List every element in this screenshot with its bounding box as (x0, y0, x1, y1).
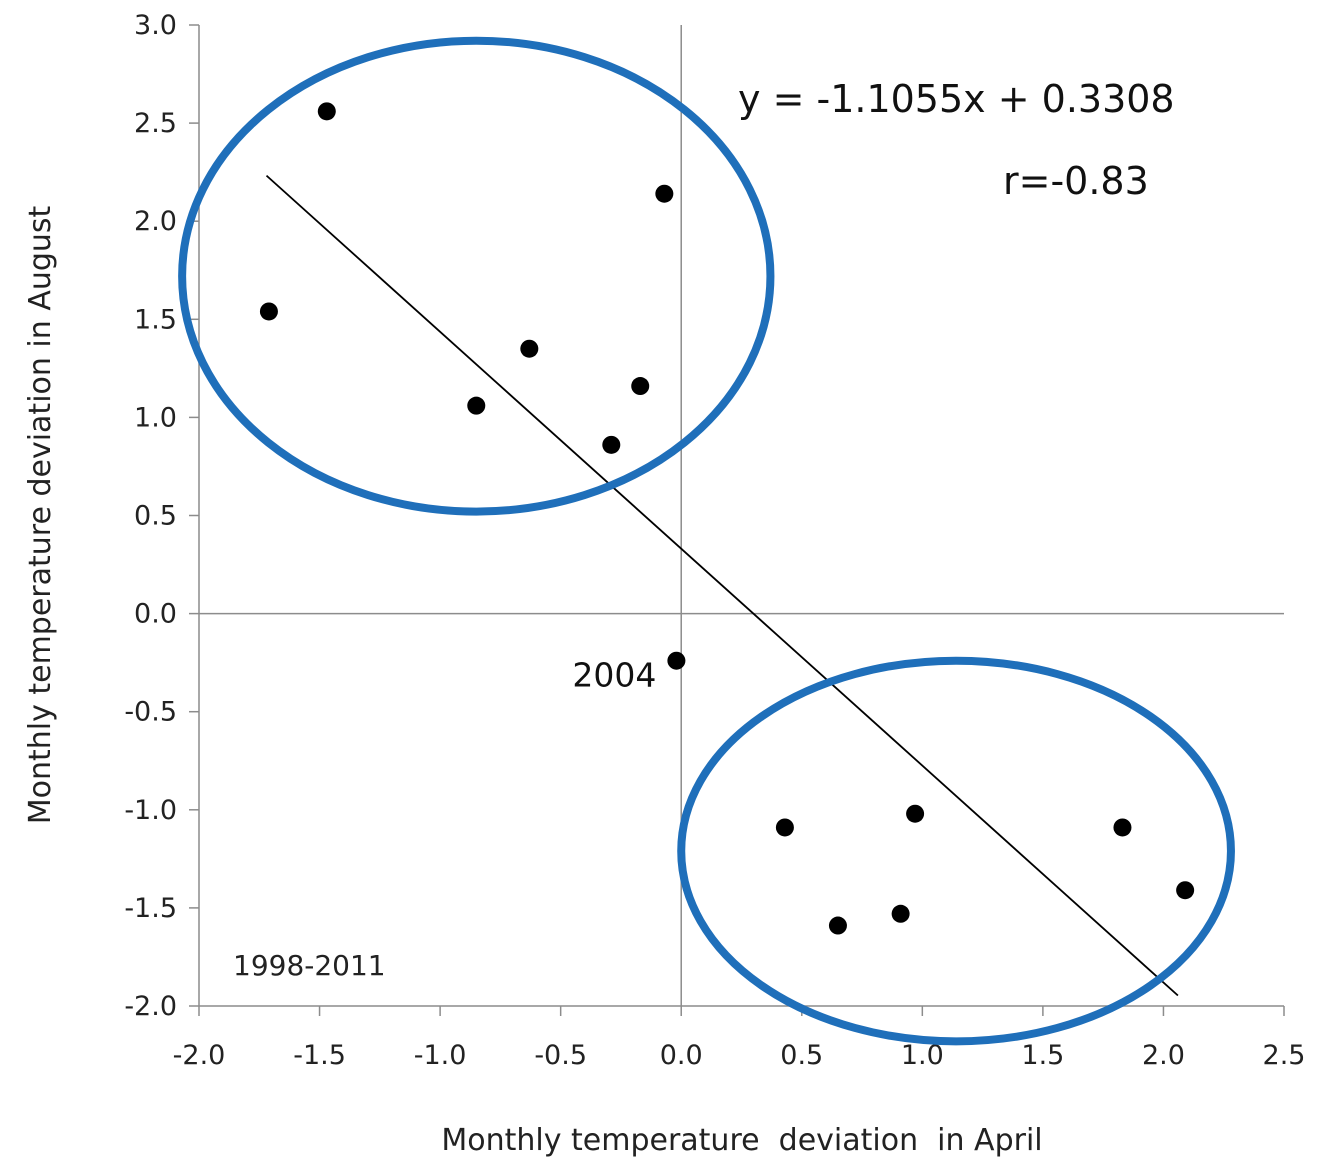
tick-labels: 3.0 2.5 2.0 1.5 1.0 0.5 0.0 -0.5 -1.0 -1.5 -2.0 -2.… (124, 10, 1305, 1071)
data-point (317, 102, 336, 121)
x-tick-label: 2.0 (1142, 1040, 1185, 1071)
y-tick-label: 1.0 (134, 402, 177, 433)
data-point (667, 651, 686, 670)
data-point (520, 339, 539, 358)
x-tick-label: -1.0 (414, 1040, 467, 1071)
data-point (631, 377, 650, 396)
data-point (1113, 818, 1132, 837)
data-point (906, 804, 925, 823)
upper-left-cluster-ellipse (178, 36, 775, 516)
data-point (467, 396, 486, 415)
annotations: y = -1.1055x + 0.3308 r=-0.83 1998-2011 … (23, 77, 1175, 1158)
x-tick-label: 1.5 (1021, 1040, 1064, 1071)
y-tick-label: 1.5 (134, 304, 177, 335)
period-label: 1998-2011 (233, 949, 386, 982)
data-point (775, 818, 794, 837)
axes (189, 24, 1285, 1016)
highlight-ellipses (178, 36, 1235, 1046)
data-point (828, 916, 847, 935)
y-tick-label: 2.0 (134, 206, 177, 237)
x-tick-label: -2.0 (173, 1040, 226, 1071)
data-point (259, 302, 278, 321)
y-tick-label: 0.0 (134, 599, 177, 630)
data-point (602, 435, 621, 454)
equation-label: y = -1.1055x + 0.3308 (738, 77, 1175, 121)
x-tick-label: 2.5 (1263, 1040, 1306, 1071)
y-tick-label: -1.0 (124, 795, 177, 826)
y-tick-label: -2.0 (124, 991, 177, 1022)
data-point (1176, 881, 1195, 900)
x-tick-label: 1.0 (901, 1040, 944, 1071)
y-axis-title: Monthly temperature deviation in August (23, 205, 58, 824)
x-tick-label: 0.5 (780, 1040, 823, 1071)
x-tick-label: 0.0 (660, 1040, 703, 1071)
y-tick-label: 0.5 (134, 501, 177, 532)
x-tick-label: -0.5 (534, 1040, 587, 1071)
y-tick-label: -0.5 (124, 697, 177, 728)
y-tick-label: 3.0 (134, 10, 177, 41)
y-tick-label: 2.5 (134, 108, 177, 139)
lower-right-cluster-ellipse (677, 656, 1235, 1046)
y-tick-label: -1.5 (124, 893, 177, 924)
trendline (265, 174, 1179, 997)
x-axis-title: Monthly temperature deviation in April (441, 1123, 1042, 1158)
regression-line (265, 174, 1179, 997)
r-value-label: r=-0.83 (1003, 159, 1149, 203)
data-point (891, 904, 910, 923)
data-point (655, 184, 674, 203)
data-points: 2004 (259, 102, 1195, 935)
point-label: 2004 (572, 656, 656, 695)
x-tick-label: -1.5 (293, 1040, 346, 1071)
